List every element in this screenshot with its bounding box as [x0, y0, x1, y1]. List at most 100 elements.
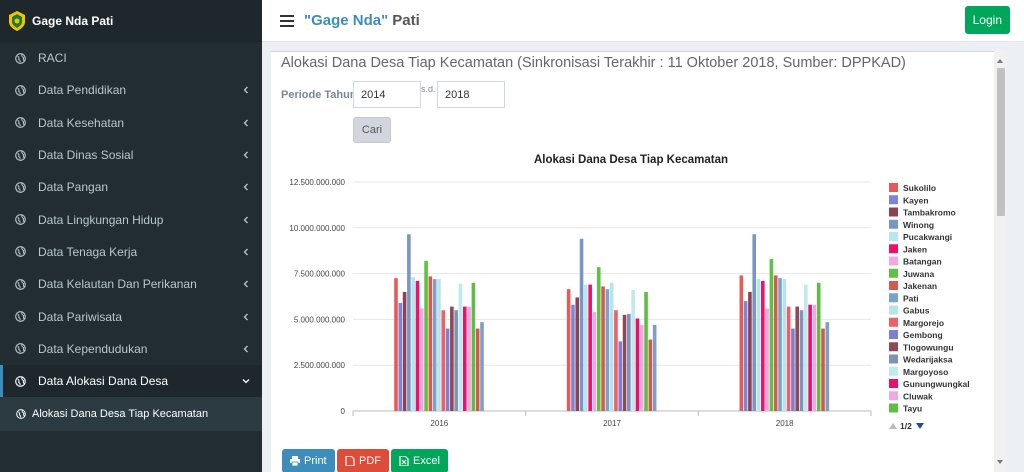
legend-next-icon[interactable]: [916, 423, 924, 429]
bar-gunungwungkal-2017: [635, 318, 640, 411]
legend-item-gabus[interactable]: Gabus: [903, 306, 930, 316]
sidebar-item-label: Data Alokasi Dana Desa: [38, 374, 169, 389]
bar-wedarijaksa-2016: [454, 310, 458, 411]
legend-item-tambakromo[interactable]: Tambakromo: [903, 208, 956, 218]
scroll-thumb[interactable]: [997, 68, 1005, 216]
sidebar-item-label: Data Pendidikan: [38, 83, 127, 98]
legend-swatch: [889, 268, 898, 278]
sd-label: s.d.: [421, 84, 436, 94]
bar-jaken-2017: [588, 284, 592, 411]
allocation-chart: Alokasi Dana Desa Tiap Kecamatan 0 2.500.0…: [289, 154, 970, 431]
brand[interactable]: Gage Nda Pati: [0, 0, 262, 42]
legend-item-gunungwungkal[interactable]: Gunungwungkal: [903, 379, 970, 389]
bar-pati-2018: [778, 278, 782, 411]
bar-wedarijaksa-2018: [799, 310, 804, 411]
sidebar-item-data-kesehatan[interactable]: Data Kesehatan: [0, 107, 262, 139]
bar-kayen-2017: [571, 304, 575, 411]
app-title-city: Pati: [392, 12, 420, 29]
bar-dukuhseti-2018: [821, 328, 825, 411]
legend-item-jaken[interactable]: Jaken: [903, 244, 927, 254]
bar-gabus-2017: [609, 282, 614, 411]
bar-cluwak-2017: [639, 324, 644, 411]
legend-swatch: [889, 379, 898, 388]
sidebar-item-label: RACI: [38, 51, 67, 66]
login-button[interactable]: Login: [964, 6, 1010, 34]
legend-item-tayu[interactable]: Tayu: [903, 404, 922, 414]
bar-margoyoso-2016: [458, 283, 463, 411]
year-to-input[interactable]: [437, 81, 505, 108]
excel-label: Excel: [413, 455, 440, 467]
chevron-left-icon: [243, 183, 248, 191]
legend-item-kayen[interactable]: Kayen: [903, 195, 929, 205]
legend-swatch: [889, 330, 898, 339]
legend-item-tlogowungu[interactable]: Tlogowungu: [903, 342, 954, 352]
bar-cluwak-2016: [467, 306, 471, 411]
content-panel: Alokasi Dana Desa Tiap Kecamatan 0 2.500.0…: [271, 51, 1007, 472]
legend-swatch: [889, 416, 898, 425]
chart-legend: Sukolilo Kayen Tambakromo Winong Pucakwangi J…: [889, 183, 970, 425]
legend-item-winong[interactable]: Winong: [903, 220, 934, 230]
sidebar-item-data-kependudukan[interactable]: Data Kependudukan: [0, 333, 262, 365]
sidebar-item-data-kelautan-dan-perikanan[interactable]: Data Kelautan Dan Perikanan: [0, 268, 262, 300]
globe-icon: [15, 85, 26, 96]
bar-sukolilo-2018: [739, 275, 744, 411]
brand-name: Gage Nda Pati: [32, 14, 114, 28]
legend-swatch: [889, 403, 898, 413]
sidebar-item-data-dinas-sosial[interactable]: Data Dinas Sosial: [0, 139, 262, 171]
scroll-down-icon[interactable]: [997, 460, 1003, 464]
sidebar-item-data-pangan[interactable]: Data Pangan: [0, 171, 262, 203]
bar-kayen-2016: [398, 302, 403, 411]
bar-tayu-2017: [644, 291, 648, 411]
legend-item-pucakwangi[interactable]: Pucakwangi: [903, 232, 952, 242]
sidebar-item-label: Data Lingkungan Hidup: [38, 212, 164, 227]
globe-icon: [15, 278, 26, 290]
bar-batangan-2016: [419, 308, 424, 411]
bar-pati-2017: [605, 289, 610, 411]
sidebar-item-data-tenaga-kerja[interactable]: Data Tenaga Kerja: [0, 236, 262, 268]
legend-swatch: [889, 195, 898, 205]
year-from-input[interactable]: [353, 81, 421, 108]
globe-icon: [15, 214, 26, 225]
bar-tlogowungu-2016: [450, 306, 454, 411]
legend-item-batangan[interactable]: Batangan: [903, 257, 942, 267]
legend-item-pati[interactable]: Pati: [903, 293, 919, 303]
menu-toggle-icon[interactable]: [280, 14, 294, 27]
legend-item-wedarijaksa[interactable]: Wedarijaksa: [903, 355, 953, 365]
legend-swatch: [889, 219, 898, 229]
legend-swatch: [889, 391, 898, 401]
pdf-button[interactable]: PDF: [337, 449, 389, 472]
sidebar-item-data-pendidikan[interactable]: Data Pendidikan: [0, 74, 262, 106]
chevron-left-icon: [243, 151, 248, 159]
print-icon: [290, 456, 300, 466]
globe-icon: [15, 149, 26, 161]
legend-swatch: [889, 207, 898, 217]
excel-button[interactable]: Excel: [391, 449, 448, 472]
legend-item-juwana[interactable]: Juwana: [903, 269, 934, 279]
sidebar-item-data-alokasi-dana-desa[interactable]: Data Alokasi Dana Desa: [0, 364, 262, 398]
chevron-left-icon: [243, 280, 248, 288]
page-scrollbar[interactable]: [994, 51, 1007, 472]
sidebar-item-data-lingkungan-hidup[interactable]: Data Lingkungan Hidup: [0, 203, 262, 235]
chevron-down-icon: [242, 379, 250, 384]
legend-item-jakenan[interactable]: Jakenan: [903, 281, 937, 291]
sidebar-item-data-pariwisata[interactable]: Data Pariwisata: [0, 300, 262, 332]
bar-tambakromo-2018: [748, 291, 752, 411]
legend-swatch: [889, 354, 898, 364]
print-button[interactable]: Print: [282, 449, 335, 472]
pdf-file-icon: [345, 456, 355, 466]
scroll-up-icon[interactable]: [997, 59, 1003, 63]
search-button[interactable]: Cari: [353, 117, 391, 143]
sidebar-item-raci[interactable]: RACI: [0, 42, 262, 74]
legend-item-sukolilo[interactable]: Sukolilo: [903, 183, 936, 193]
legend-swatch: [889, 183, 898, 192]
bar-winong-2016: [407, 234, 411, 411]
sidebar-subitem-alokasi-dana-desa-tiap-kecamatan[interactable]: Alokasi Dana Desa Tiap Kecamatan: [0, 397, 262, 431]
legend-item-gembong[interactable]: Gembong: [903, 330, 943, 340]
legend-prev-icon[interactable]: [889, 423, 897, 429]
legend-item-cluwak[interactable]: Cluwak: [903, 391, 933, 401]
bar-pucakwangi-2018: [756, 279, 761, 411]
y-tick-label: 7.500.000.000: [294, 270, 346, 279]
legend-item-margoyoso[interactable]: Margoyoso: [903, 367, 948, 377]
legend-item-margorejo[interactable]: Margorejo: [903, 318, 944, 328]
bar-dukuhseti-2016: [475, 328, 480, 411]
